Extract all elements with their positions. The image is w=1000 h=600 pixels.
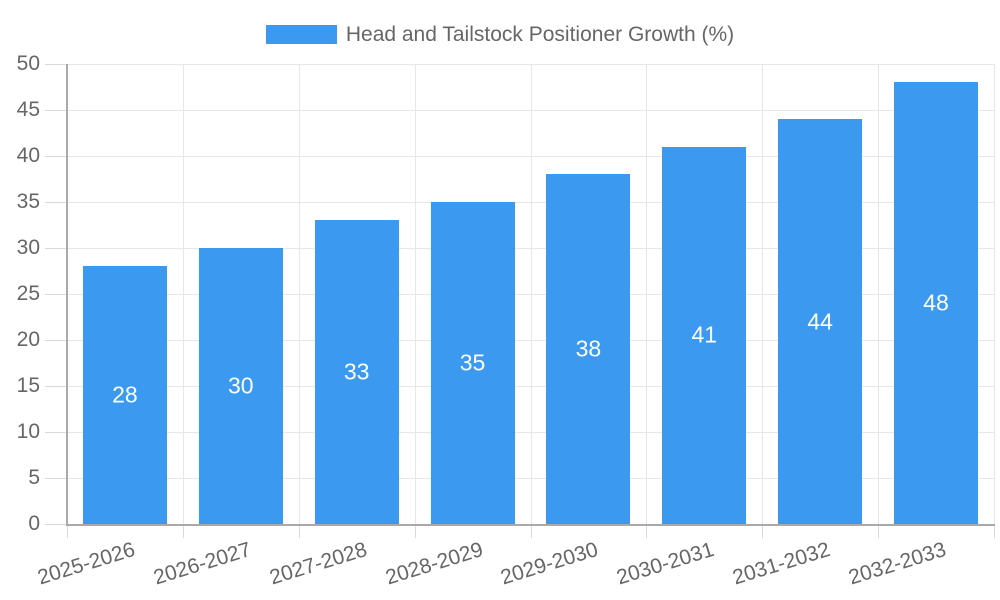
gridline-vertical — [182, 64, 184, 524]
bar[interactable] — [430, 202, 515, 524]
y-axis-tick — [45, 156, 67, 157]
y-axis-tick — [45, 478, 67, 479]
bar-value-label: 48 — [923, 289, 949, 316]
bar-value-label: 41 — [691, 321, 718, 348]
bar[interactable] — [662, 146, 747, 524]
x-tick-label: 2027-2028 — [266, 538, 370, 590]
y-tick-label: 0 — [28, 512, 40, 536]
gridline-vertical — [414, 64, 416, 524]
x-axis-tick — [67, 524, 68, 538]
x-tick-label: 2030-2031 — [614, 538, 718, 590]
bar[interactable] — [546, 174, 631, 524]
x-tick-label: 2026-2027 — [150, 538, 254, 590]
x-tick-label: 2025-2026 — [34, 538, 138, 590]
x-tick-label: 2029-2030 — [498, 538, 602, 590]
y-axis-tick — [45, 110, 67, 111]
y-tick-label: 5 — [28, 466, 40, 490]
y-axis-tick — [45, 248, 67, 249]
bar[interactable] — [314, 220, 399, 524]
y-tick-label: 25 — [16, 282, 40, 306]
x-axis-tick — [878, 524, 880, 538]
x-axis-tick — [646, 524, 648, 538]
y-tick-label: 20 — [16, 328, 40, 352]
bar-value-label: 33 — [343, 358, 370, 385]
bar[interactable] — [198, 248, 283, 524]
y-axis-tick — [45, 432, 67, 433]
y-axis-tick — [45, 64, 67, 65]
bar-value-label: 38 — [575, 335, 602, 362]
bar-value-label: 35 — [459, 349, 486, 376]
x-axis-tick — [414, 524, 416, 538]
gridline-vertical — [994, 64, 995, 524]
legend-label: Head and Tailstock Positioner Growth (%) — [345, 23, 735, 46]
y-axis-tick — [45, 294, 67, 295]
legend-swatch — [265, 25, 337, 45]
legend-item[interactable]: Head and Tailstock Positioner Growth (%) — [0, 22, 1000, 47]
y-tick-label: 50 — [16, 52, 40, 76]
gridline-vertical — [530, 64, 532, 524]
y-axis-line — [66, 64, 68, 526]
x-axis-tick — [182, 524, 184, 538]
x-tick-label: 2031-2032 — [730, 538, 833, 590]
y-tick-label: 40 — [16, 144, 40, 168]
x-axis-tick — [530, 524, 532, 538]
y-axis-tick — [45, 386, 67, 387]
bar[interactable] — [778, 119, 863, 524]
y-axis-tick — [45, 202, 67, 203]
bar[interactable] — [82, 266, 167, 524]
y-tick-label: 15 — [16, 374, 40, 398]
x-axis-tick — [994, 524, 995, 538]
y-tick-label: 45 — [16, 98, 40, 122]
x-tick-label: 2028-2029 — [382, 538, 486, 590]
y-tick-label: 35 — [16, 190, 40, 214]
y-tick-label: 30 — [16, 236, 40, 260]
bar[interactable] — [894, 82, 979, 524]
y-tick-label: 10 — [16, 420, 40, 444]
x-axis-tick — [762, 524, 764, 538]
gridline-vertical — [878, 64, 880, 524]
bar-value-label: 30 — [228, 372, 254, 399]
x-axis-tick — [298, 524, 300, 538]
y-axis-tick — [45, 340, 67, 341]
x-axis-line — [66, 524, 995, 526]
bar-value-label: 28 — [112, 381, 138, 408]
gridline-vertical — [646, 64, 648, 524]
y-axis-tick — [45, 524, 67, 525]
bar-value-label: 44 — [807, 308, 833, 335]
gridline-vertical — [298, 64, 300, 524]
gridline-vertical — [762, 64, 764, 524]
x-tick-label: 2032-2033 — [846, 538, 949, 590]
